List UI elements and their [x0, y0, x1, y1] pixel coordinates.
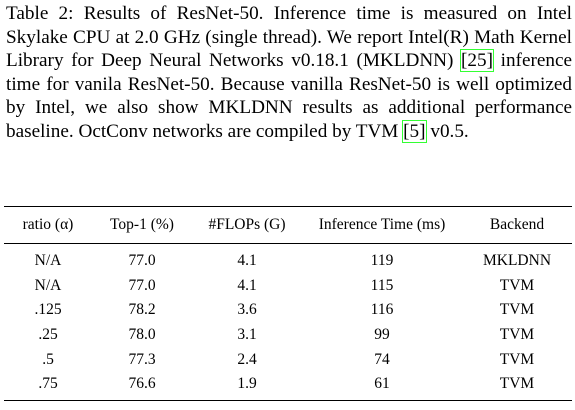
table-row: N/A 77.0 4.1 119 MKLDNN	[4, 244, 572, 274]
table-cell: 115	[370, 276, 394, 294]
table-cell: 78.2	[128, 301, 156, 319]
table-cell: 4.1	[237, 276, 257, 294]
table-cell: 76.6	[92, 371, 192, 401]
header-cell: Inference Time (ms)	[302, 206, 462, 244]
table-cell: .25	[38, 326, 58, 344]
table-cell: 77.0	[128, 276, 156, 294]
table-cell: .75	[4, 371, 92, 401]
header-row: ratio (α) Top-1 (%) #FLOPs (G) Inference Ti…	[4, 206, 572, 244]
header-cell: Top-1 (%)	[92, 206, 192, 244]
table-cell: 77.3	[128, 350, 156, 368]
table-cell: 77.0	[128, 252, 156, 270]
header-cell: #FLOPs (G)	[192, 206, 302, 244]
table-cell: 78.0	[128, 326, 156, 344]
table-row: .25 78.0 3.1 99 TVM	[4, 323, 572, 348]
citation[interactable]: [25]	[460, 49, 495, 73]
table-cell: 61	[302, 371, 462, 401]
table-cell: TVM	[499, 350, 535, 368]
table-row: N/A 77.0 4.1 115 TVM	[4, 274, 572, 299]
table-cell: MKLDNN	[482, 252, 552, 270]
caption-text: inference time for vanila ResNet-50. Bec…	[6, 50, 572, 142]
citation[interactable]: [5]	[402, 119, 427, 143]
table-cell: 3.1	[237, 326, 257, 344]
results-table: ratio (α) Top-1 (%) #FLOPs (G) Inference Ti…	[4, 206, 572, 401]
table-cell: .125	[34, 301, 62, 319]
table-row: .125 78.2 3.6 116 TVM	[4, 298, 572, 323]
table-body: N/A 77.0 4.1 119 MKLDNN N/A 77.0 4.1 115 TVM .125 7…	[4, 244, 572, 401]
table-cell: 74	[374, 350, 390, 368]
table-cell: 99	[374, 326, 390, 344]
table-cell: 119	[370, 252, 394, 270]
table-cell: 3.6	[237, 301, 257, 319]
table-row: .5 77.3 2.4 74 TVM	[4, 347, 572, 372]
caption-text: Table 2: Results of ResNet-50. Inference…	[6, 3, 572, 72]
table-cell: TVM	[462, 371, 572, 401]
caption-text: v0.5.	[425, 120, 469, 142]
table-cell: 2.4	[237, 350, 257, 368]
table-cell: N/A	[34, 252, 62, 270]
table-cell: 4.1	[237, 252, 257, 270]
table-cell: TVM	[499, 326, 535, 344]
header-cell: ratio (α)	[4, 206, 92, 244]
header-cell: Backend	[462, 206, 572, 244]
table-cell: TVM	[499, 301, 535, 319]
caption: Table 2: Results of ResNet-50. Inference…	[6, 2, 572, 144]
table-cell: 116	[370, 301, 394, 319]
table-cell: TVM	[499, 276, 535, 294]
table-cell: .5	[42, 350, 54, 368]
table-cell: 1.9	[192, 371, 302, 401]
table-cell: N/A	[34, 276, 62, 294]
table-row: .75 76.6 1.9 61 TVM	[4, 371, 572, 401]
